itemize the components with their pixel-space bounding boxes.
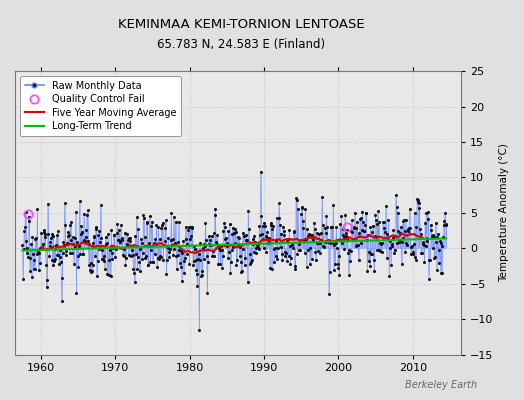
Text: KEMINMAA KEMI-TORNION LENTOASE: KEMINMAA KEMI-TORNION LENTOASE [118, 18, 364, 31]
Text: Berkeley Earth: Berkeley Earth [405, 380, 477, 390]
Legend: Raw Monthly Data, Quality Control Fail, Five Year Moving Average, Long-Term Tren: Raw Monthly Data, Quality Control Fail, … [20, 76, 181, 136]
Text: 65.783 N, 24.583 E (Finland): 65.783 N, 24.583 E (Finland) [157, 38, 325, 51]
Y-axis label: Temperature Anomaly (°C): Temperature Anomaly (°C) [499, 144, 509, 282]
